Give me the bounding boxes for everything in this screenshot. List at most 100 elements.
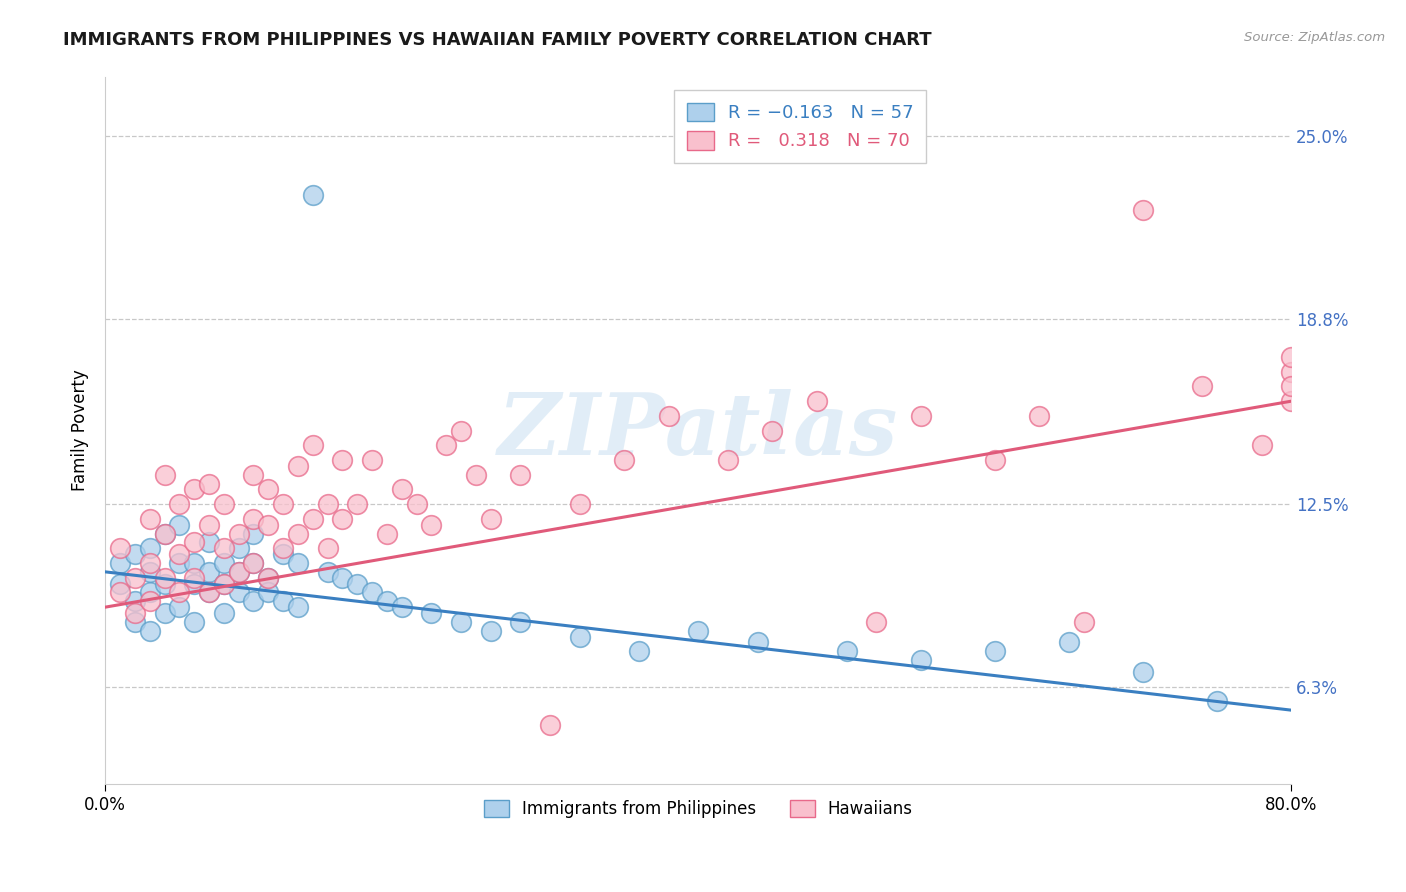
Point	[332, 512, 354, 526]
Point	[391, 600, 413, 615]
Point	[361, 585, 384, 599]
Point	[910, 653, 932, 667]
Point	[405, 497, 427, 511]
Point	[212, 576, 235, 591]
Point	[658, 409, 681, 423]
Point	[271, 497, 294, 511]
Point	[242, 556, 264, 570]
Point	[1279, 350, 1302, 364]
Point	[835, 644, 858, 658]
Point	[169, 547, 191, 561]
Point	[301, 438, 323, 452]
Point	[138, 585, 160, 599]
Point	[1028, 409, 1050, 423]
Point	[169, 585, 191, 599]
Point	[138, 594, 160, 608]
Point	[806, 394, 828, 409]
Point	[316, 497, 339, 511]
Point	[568, 497, 591, 511]
Point	[138, 541, 160, 556]
Point	[332, 571, 354, 585]
Point	[257, 483, 280, 497]
Point	[108, 556, 131, 570]
Point	[1279, 379, 1302, 393]
Text: Source: ZipAtlas.com: Source: ZipAtlas.com	[1244, 31, 1385, 45]
Point	[183, 535, 205, 549]
Point	[124, 606, 146, 620]
Point	[242, 512, 264, 526]
Point	[301, 188, 323, 202]
Point	[183, 571, 205, 585]
Point	[287, 556, 309, 570]
Point	[108, 576, 131, 591]
Point	[153, 606, 176, 620]
Point	[169, 517, 191, 532]
Point	[198, 585, 221, 599]
Point	[1250, 438, 1272, 452]
Point	[346, 497, 368, 511]
Point	[271, 594, 294, 608]
Point	[301, 512, 323, 526]
Point	[1132, 665, 1154, 679]
Point	[198, 585, 221, 599]
Point	[346, 576, 368, 591]
Point	[420, 606, 443, 620]
Point	[212, 541, 235, 556]
Point	[228, 541, 250, 556]
Point	[228, 565, 250, 579]
Point	[153, 576, 176, 591]
Point	[212, 606, 235, 620]
Point	[183, 556, 205, 570]
Point	[242, 594, 264, 608]
Point	[257, 517, 280, 532]
Point	[169, 600, 191, 615]
Point	[242, 467, 264, 482]
Point	[434, 438, 457, 452]
Point	[984, 644, 1007, 658]
Point	[391, 483, 413, 497]
Point	[198, 565, 221, 579]
Point	[228, 565, 250, 579]
Point	[287, 458, 309, 473]
Point	[183, 483, 205, 497]
Point	[183, 615, 205, 629]
Point	[198, 517, 221, 532]
Point	[688, 624, 710, 638]
Point	[1191, 379, 1213, 393]
Point	[138, 565, 160, 579]
Point	[761, 424, 783, 438]
Point	[613, 453, 636, 467]
Point	[228, 585, 250, 599]
Point	[153, 467, 176, 482]
Point	[124, 594, 146, 608]
Y-axis label: Family Poverty: Family Poverty	[72, 369, 89, 491]
Point	[108, 541, 131, 556]
Point	[212, 576, 235, 591]
Point	[1073, 615, 1095, 629]
Point	[1132, 202, 1154, 217]
Point	[271, 547, 294, 561]
Point	[257, 571, 280, 585]
Point	[169, 497, 191, 511]
Point	[138, 512, 160, 526]
Point	[316, 541, 339, 556]
Point	[138, 624, 160, 638]
Text: IMMIGRANTS FROM PHILIPPINES VS HAWAIIAN FAMILY POVERTY CORRELATION CHART: IMMIGRANTS FROM PHILIPPINES VS HAWAIIAN …	[63, 31, 932, 49]
Point	[153, 526, 176, 541]
Point	[153, 571, 176, 585]
Point	[169, 556, 191, 570]
Point	[198, 535, 221, 549]
Point	[420, 517, 443, 532]
Point	[287, 600, 309, 615]
Point	[910, 409, 932, 423]
Point	[747, 635, 769, 649]
Text: ZIP​atlas: ZIP​atlas	[498, 389, 898, 473]
Point	[538, 718, 561, 732]
Point	[316, 565, 339, 579]
Point	[1279, 394, 1302, 409]
Point	[332, 453, 354, 467]
Point	[138, 556, 160, 570]
Point	[124, 615, 146, 629]
Point	[865, 615, 887, 629]
Point	[361, 453, 384, 467]
